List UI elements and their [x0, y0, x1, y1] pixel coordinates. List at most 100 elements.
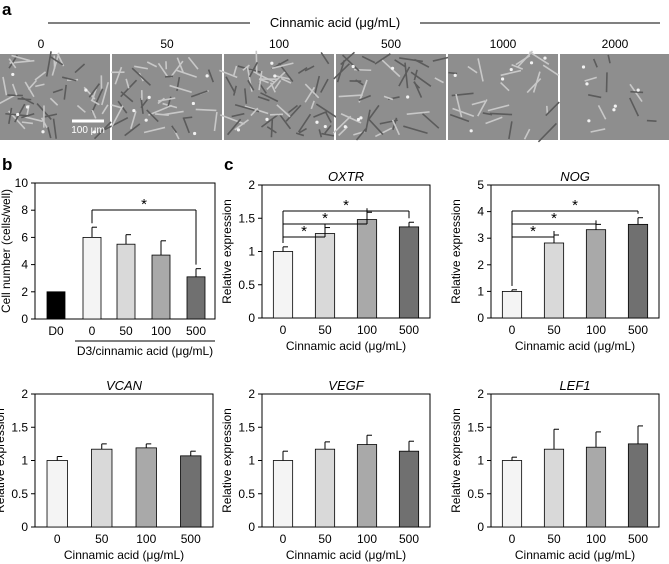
- concentration-label-50: 50: [160, 37, 174, 51]
- cell-mark: [130, 111, 137, 130]
- chart-vegf: 0 0.5 1 1.5 2 Relative expression VEGF 0 50 100 50…: [220, 378, 431, 562]
- cell-mark: [304, 86, 316, 103]
- round-cell: [359, 116, 363, 120]
- panel-b-label: b: [2, 155, 12, 174]
- cell-mark: [21, 121, 34, 125]
- cell-mark: [257, 96, 270, 102]
- panel-a-label: a: [2, 0, 12, 19]
- cell-mark: [455, 93, 463, 118]
- cell-mark: [242, 64, 250, 71]
- round-cell: [343, 125, 347, 129]
- y-tick-label: 1: [477, 284, 484, 298]
- cell-mark: [355, 128, 367, 141]
- cell-mark: [47, 126, 52, 139]
- cell-mark: [295, 132, 305, 137]
- y-tick-label: 2: [21, 285, 28, 299]
- cell-mark: [120, 91, 134, 103]
- cell-mark: [391, 119, 401, 136]
- significance-bracket: *: [511, 197, 639, 286]
- y-tick-label: 8: [21, 203, 28, 217]
- cell-mark: [477, 99, 488, 117]
- cell-mark: [320, 51, 330, 65]
- micrograph-bg: [112, 54, 222, 140]
- x-tick-label-100: 100: [151, 324, 171, 338]
- cell-mark: [146, 109, 159, 123]
- x-tick-label-50: 50: [547, 532, 561, 546]
- round-cell: [132, 108, 136, 113]
- cell-mark: [542, 64, 559, 76]
- cell-mark: [590, 128, 606, 133]
- y-tick-label: 1.5: [467, 420, 484, 434]
- significance-star: *: [343, 197, 349, 214]
- micrograph-1000: [448, 50, 560, 143]
- cell-mark: [374, 53, 391, 65]
- cell-mark: [298, 127, 307, 134]
- cell-mark: [148, 104, 173, 116]
- cell-mark: [304, 65, 315, 72]
- cell-mark: [545, 101, 560, 117]
- x-tick-label-50: 50: [119, 324, 133, 338]
- y-tick-label: 2: [477, 387, 484, 401]
- micrograph-50: [104, 54, 222, 140]
- cell-mark: [219, 69, 238, 79]
- bar-500: [627, 223, 649, 319]
- cell-mark: [0, 93, 17, 105]
- cell-mark: [101, 104, 109, 115]
- cell-mark: [361, 55, 376, 64]
- cell-mark: [607, 54, 611, 64]
- y-tick-label: 1: [248, 245, 255, 259]
- bar-500: [186, 276, 206, 320]
- significance-star: *: [530, 223, 536, 240]
- round-cell: [25, 105, 30, 109]
- y-tick-label: 2: [477, 258, 484, 272]
- y-tick-label: 0: [21, 520, 28, 534]
- cell-mark: [91, 88, 104, 113]
- y-tick-label: 2: [248, 178, 255, 192]
- micrograph-row: 0 100 μm 50 100 500 1000 2000: [0, 37, 669, 143]
- cell-mark: [367, 104, 380, 121]
- chart-oxtr: 0 0.5 1 1.5 2 Relative expression OXTR 0 50 100 50…: [220, 169, 431, 353]
- cell-mark: [287, 104, 298, 114]
- cell-mark: [114, 66, 123, 85]
- cell-mark: [17, 97, 32, 101]
- cell-mark: [9, 59, 35, 64]
- y-tick-label: 0: [248, 311, 255, 325]
- bar-500: [180, 455, 202, 528]
- cell-mark: [432, 56, 449, 62]
- cell-mark: [271, 62, 294, 70]
- cell-mark: [276, 104, 291, 118]
- significance-star: *: [572, 197, 578, 214]
- scale-bar-label: 100 μm: [71, 125, 105, 136]
- cell-mark: [124, 123, 141, 137]
- x-tick-label-500: 500: [628, 532, 648, 546]
- cell-mark: [584, 76, 597, 82]
- cell-mark: [52, 118, 57, 139]
- cell-mark: [27, 79, 38, 90]
- cell-mark: [195, 108, 217, 112]
- cell-mark: [88, 83, 101, 98]
- cell-mark: [414, 58, 430, 68]
- cell-mark: [324, 111, 332, 123]
- chart-title: VEGF: [328, 378, 364, 393]
- cell-mark: [629, 83, 643, 103]
- cell-mark: [90, 99, 100, 106]
- cell-mark: [63, 84, 67, 100]
- cell-mark: [546, 105, 549, 114]
- cell-mark: [233, 65, 238, 76]
- cell-mark: [234, 119, 249, 131]
- round-cell: [406, 95, 410, 99]
- cell-mark: [157, 97, 165, 105]
- cell-mark: [42, 113, 58, 118]
- y-tick-label: 6: [21, 230, 28, 244]
- cell-mark: [171, 125, 178, 134]
- cell-mark: [111, 105, 124, 128]
- cell-mark: [273, 74, 291, 80]
- cell-mark: [421, 113, 440, 129]
- round-cell: [147, 95, 151, 99]
- round-cell: [41, 130, 45, 134]
- cell-mark: [176, 69, 197, 78]
- bar-0: [46, 460, 68, 528]
- bar-50: [543, 242, 565, 319]
